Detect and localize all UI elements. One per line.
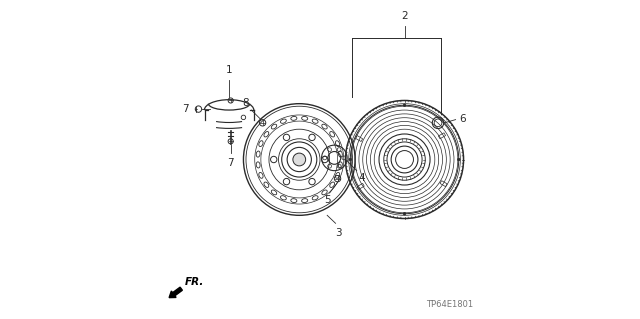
Text: FR.: FR. [184,277,204,287]
Circle shape [349,158,351,161]
Text: 4: 4 [358,173,365,183]
Text: 7: 7 [182,104,189,114]
Text: 5: 5 [324,195,332,205]
Text: 2: 2 [401,11,408,21]
Bar [438,133,445,139]
Text: 8: 8 [243,98,249,108]
Bar [357,183,364,189]
Text: 3: 3 [335,228,342,238]
Bar [440,181,447,187]
Circle shape [458,158,460,161]
Text: 6: 6 [459,114,465,124]
Bar [356,136,363,142]
Circle shape [403,212,406,215]
FancyArrow shape [169,287,182,298]
Text: TP64E1801: TP64E1801 [426,300,473,309]
Text: 1: 1 [226,65,232,75]
Circle shape [293,153,306,166]
Text: 7: 7 [227,158,234,168]
Circle shape [403,104,406,107]
